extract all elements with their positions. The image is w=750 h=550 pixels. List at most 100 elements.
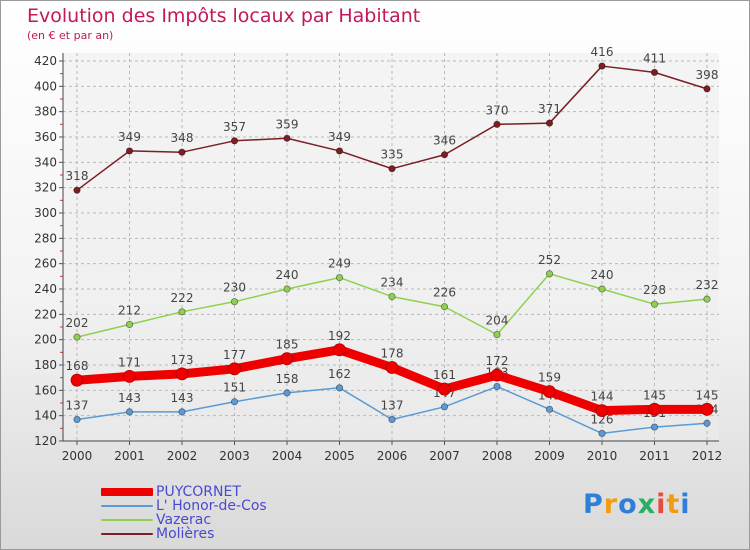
y-tick-label: 400 (34, 79, 57, 93)
data-label: 228 (643, 283, 666, 297)
data-point (388, 415, 396, 424)
data-label: 234 (381, 276, 404, 290)
data-point (123, 369, 136, 383)
y-tick-label: 340 (34, 155, 57, 169)
data-point (703, 85, 711, 93)
data-point (650, 300, 659, 308)
logo-letter: i (680, 489, 691, 520)
data-point (650, 423, 659, 431)
data-point (388, 165, 396, 173)
data-label: 346 (433, 134, 456, 148)
data-label: 177 (223, 348, 246, 362)
y-tick-label: 260 (34, 257, 57, 271)
series-puycornet: 168 171 173 177 185 192 178 161 172 159 144 145 145 (66, 329, 718, 418)
x-tick-label: 2000 (62, 449, 93, 463)
data-point (493, 330, 501, 339)
data-label: 240 (276, 268, 299, 282)
data-label: 204 (486, 314, 509, 328)
data-point (493, 382, 501, 391)
y-tick-label: 160 (34, 383, 57, 397)
data-label: 168 (66, 359, 89, 373)
logo-letter: P (583, 489, 604, 520)
data-label: 137 (66, 398, 89, 412)
data-point (493, 120, 501, 128)
data-point (333, 343, 346, 357)
logo-letter: t (666, 489, 681, 520)
y-tick-label: 120 (34, 434, 57, 448)
data-point (545, 119, 554, 127)
y-tick-label: 220 (34, 307, 57, 321)
data-point (438, 382, 451, 396)
data-label: 192 (328, 329, 351, 343)
y-tick-label: 320 (34, 181, 57, 195)
data-point (125, 147, 134, 155)
data-point (175, 367, 189, 381)
data-point (73, 186, 81, 194)
logo-letter: i (656, 489, 667, 520)
legend-swatch-puycornet (101, 488, 153, 496)
data-label: 202 (66, 316, 89, 330)
data-point (73, 415, 81, 424)
data-label: 370 (486, 103, 509, 117)
data-point (70, 373, 84, 387)
data-label: 348 (171, 131, 194, 145)
legend-item-molieres: Molières (101, 527, 267, 541)
data-point (440, 403, 449, 411)
data-point (178, 148, 186, 156)
data-point (125, 408, 134, 416)
y-tick-label: 280 (34, 231, 57, 245)
legend-item-puycornet: PUYCORNET (101, 485, 267, 499)
data-label: 226 (433, 286, 456, 300)
x-tick-label: 2005 (324, 449, 355, 463)
data-label: 126 (591, 412, 614, 426)
data-label: 212 (118, 303, 141, 317)
data-label: 349 (328, 130, 351, 144)
data-point (385, 361, 399, 374)
data-point (280, 352, 294, 366)
data-point (700, 402, 714, 416)
data-point (388, 292, 396, 301)
data-label: 232 (696, 278, 719, 292)
data-point (125, 320, 134, 329)
data-label: 144 (591, 390, 614, 404)
x-tick-label: 2002 (167, 449, 198, 463)
proxiti-logo: Proxiti (583, 489, 691, 520)
data-point (335, 273, 344, 282)
x-tick-label: 2006 (377, 449, 408, 463)
data-label: 249 (328, 257, 351, 271)
legend-swatch-molieres (101, 533, 153, 535)
data-point (283, 285, 291, 293)
y-tick-label: 240 (34, 282, 57, 296)
data-point (230, 298, 239, 306)
data-label: 230 (223, 281, 246, 295)
data-label: 143 (118, 391, 141, 405)
data-label: 252 (538, 253, 561, 267)
legend-item-honor-de-cos: L' Honor-de-Cos (101, 499, 267, 513)
data-label: 222 (171, 291, 194, 305)
data-point (335, 384, 344, 392)
logo-letter: o (618, 489, 638, 520)
data-point (440, 151, 449, 159)
data-label: 162 (328, 367, 351, 381)
x-tick-label: 2010 (587, 449, 618, 463)
data-label: 240 (591, 268, 614, 282)
legend-label-puycornet: PUYCORNET (156, 484, 241, 500)
y-tick-label: 180 (34, 358, 57, 372)
data-point (440, 303, 449, 311)
series-moli-res: 318 349 348 357 359 349 335 346 370 371 416 411 398 (66, 45, 719, 194)
data-point (598, 62, 606, 70)
data-label: 172 (486, 354, 509, 368)
data-label: 158 (276, 372, 299, 386)
chart-title: Evolution des Impôts locaux par Habitant (27, 5, 421, 27)
data-point (283, 389, 291, 397)
data-label: 171 (118, 355, 141, 369)
data-label: 398 (696, 68, 719, 82)
data-point (230, 137, 239, 145)
data-point (283, 134, 291, 142)
data-label: 173 (171, 353, 194, 367)
data-label: 143 (171, 391, 194, 405)
x-tick-label: 2007 (429, 449, 460, 463)
y-tick-label: 420 (34, 54, 57, 68)
y-tick-label: 360 (34, 130, 57, 144)
data-label: 371 (538, 102, 561, 116)
